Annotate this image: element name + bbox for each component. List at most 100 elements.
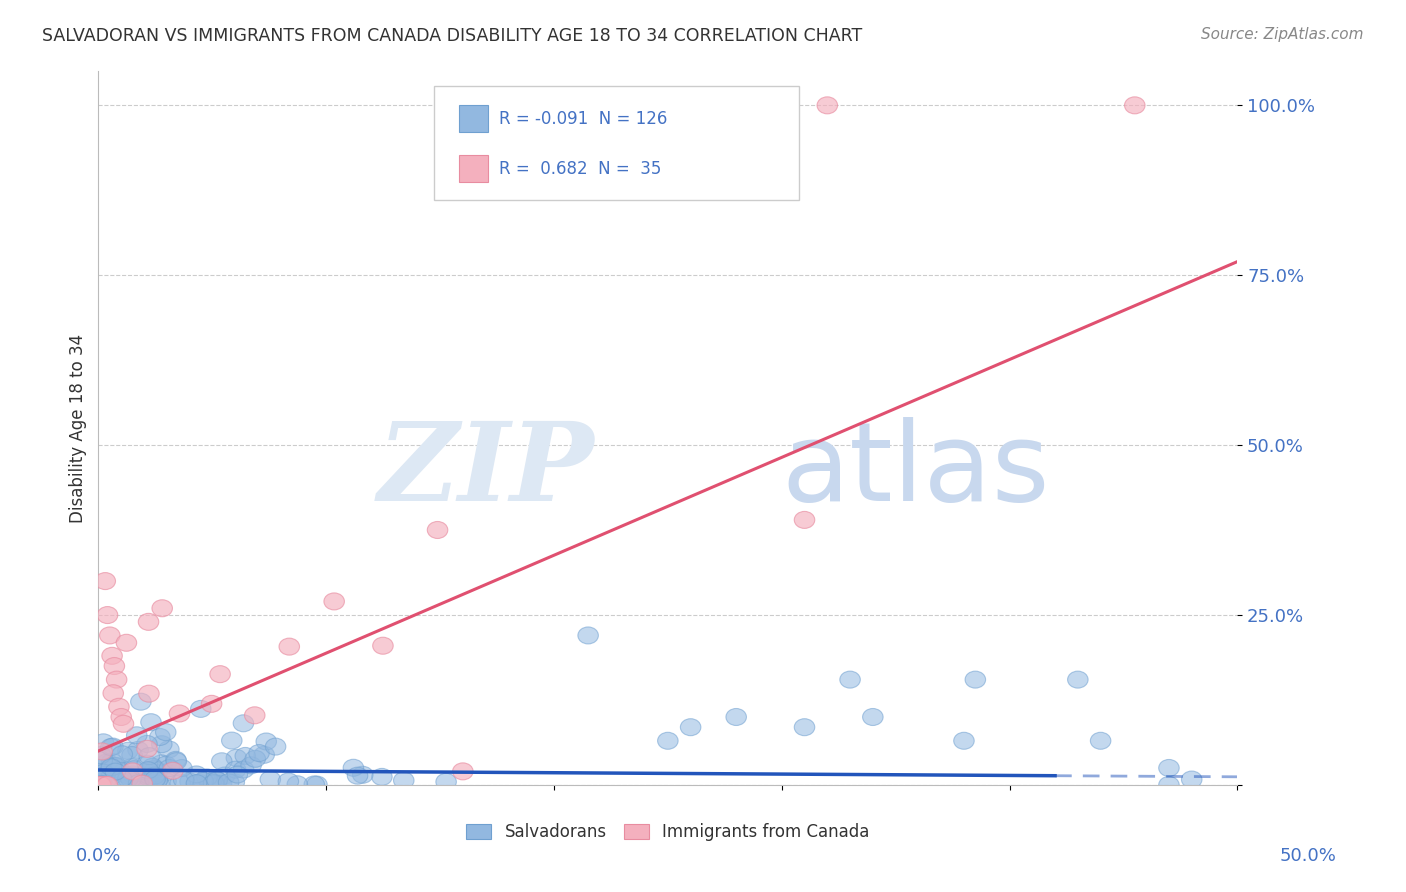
Ellipse shape (254, 747, 274, 764)
Ellipse shape (839, 671, 860, 688)
Ellipse shape (108, 698, 129, 715)
Ellipse shape (1159, 776, 1180, 794)
Ellipse shape (136, 740, 157, 757)
Bar (460, 155, 488, 182)
Ellipse shape (278, 773, 298, 790)
Ellipse shape (138, 614, 159, 631)
Ellipse shape (353, 766, 373, 783)
Ellipse shape (224, 773, 245, 790)
Ellipse shape (191, 700, 211, 717)
Ellipse shape (1159, 759, 1180, 776)
Text: R = -0.091  N = 126: R = -0.091 N = 126 (499, 111, 668, 128)
Ellipse shape (427, 522, 447, 539)
Ellipse shape (226, 766, 247, 783)
Ellipse shape (101, 759, 121, 776)
Ellipse shape (249, 745, 270, 762)
Ellipse shape (136, 764, 157, 780)
Ellipse shape (136, 756, 157, 772)
Ellipse shape (91, 743, 112, 760)
Ellipse shape (128, 774, 149, 791)
Ellipse shape (235, 747, 256, 764)
Ellipse shape (122, 766, 143, 783)
Ellipse shape (371, 768, 392, 785)
Ellipse shape (233, 714, 253, 731)
Ellipse shape (138, 769, 159, 786)
Ellipse shape (152, 755, 172, 772)
Ellipse shape (205, 771, 226, 788)
Ellipse shape (124, 761, 145, 778)
Ellipse shape (186, 776, 207, 793)
Bar (460, 105, 488, 132)
Ellipse shape (156, 764, 176, 781)
Ellipse shape (97, 776, 118, 794)
Ellipse shape (222, 732, 242, 749)
Ellipse shape (91, 775, 112, 792)
Ellipse shape (953, 732, 974, 749)
Ellipse shape (201, 696, 222, 713)
Ellipse shape (245, 706, 264, 723)
Ellipse shape (170, 774, 190, 791)
Ellipse shape (118, 770, 138, 788)
Ellipse shape (394, 772, 413, 789)
Ellipse shape (204, 774, 225, 791)
Ellipse shape (1125, 97, 1144, 114)
Ellipse shape (149, 775, 169, 792)
Ellipse shape (145, 761, 166, 778)
FancyBboxPatch shape (434, 86, 799, 200)
Ellipse shape (166, 753, 187, 770)
Ellipse shape (156, 723, 176, 740)
Ellipse shape (96, 776, 117, 794)
Ellipse shape (146, 770, 166, 787)
Ellipse shape (148, 772, 167, 789)
Ellipse shape (159, 760, 180, 777)
Ellipse shape (107, 671, 127, 688)
Ellipse shape (90, 776, 111, 794)
Ellipse shape (347, 767, 368, 784)
Ellipse shape (111, 770, 132, 787)
Ellipse shape (145, 767, 165, 784)
Ellipse shape (104, 757, 125, 774)
Ellipse shape (142, 758, 163, 775)
Ellipse shape (127, 727, 148, 744)
Ellipse shape (107, 757, 127, 774)
Ellipse shape (159, 741, 179, 758)
Ellipse shape (211, 775, 232, 792)
Ellipse shape (94, 766, 115, 783)
Ellipse shape (122, 747, 142, 764)
Ellipse shape (197, 769, 217, 786)
Ellipse shape (148, 772, 167, 789)
Ellipse shape (817, 97, 838, 114)
Ellipse shape (103, 738, 124, 755)
Ellipse shape (131, 771, 150, 788)
Ellipse shape (131, 693, 150, 710)
Ellipse shape (343, 759, 364, 776)
Ellipse shape (373, 637, 394, 654)
Ellipse shape (965, 671, 986, 688)
Ellipse shape (97, 607, 118, 624)
Ellipse shape (101, 768, 121, 785)
Ellipse shape (304, 776, 325, 793)
Ellipse shape (90, 770, 111, 787)
Ellipse shape (96, 772, 115, 789)
Ellipse shape (101, 753, 122, 771)
Text: 50.0%: 50.0% (1279, 847, 1336, 865)
Text: atlas: atlas (782, 417, 1050, 524)
Ellipse shape (105, 764, 125, 780)
Text: Source: ZipAtlas.com: Source: ZipAtlas.com (1201, 27, 1364, 42)
Ellipse shape (136, 735, 157, 753)
Text: R =  0.682  N =  35: R = 0.682 N = 35 (499, 161, 662, 178)
Ellipse shape (218, 773, 239, 791)
Ellipse shape (201, 773, 221, 790)
Ellipse shape (186, 766, 207, 783)
Legend: Salvadorans, Immigrants from Canada: Salvadorans, Immigrants from Canada (460, 817, 876, 848)
Ellipse shape (112, 769, 134, 786)
Ellipse shape (97, 754, 118, 771)
Ellipse shape (207, 772, 228, 789)
Ellipse shape (110, 761, 129, 779)
Ellipse shape (256, 733, 277, 750)
Ellipse shape (578, 627, 599, 644)
Ellipse shape (658, 732, 678, 749)
Ellipse shape (122, 763, 143, 780)
Ellipse shape (211, 753, 232, 770)
Ellipse shape (1181, 771, 1202, 788)
